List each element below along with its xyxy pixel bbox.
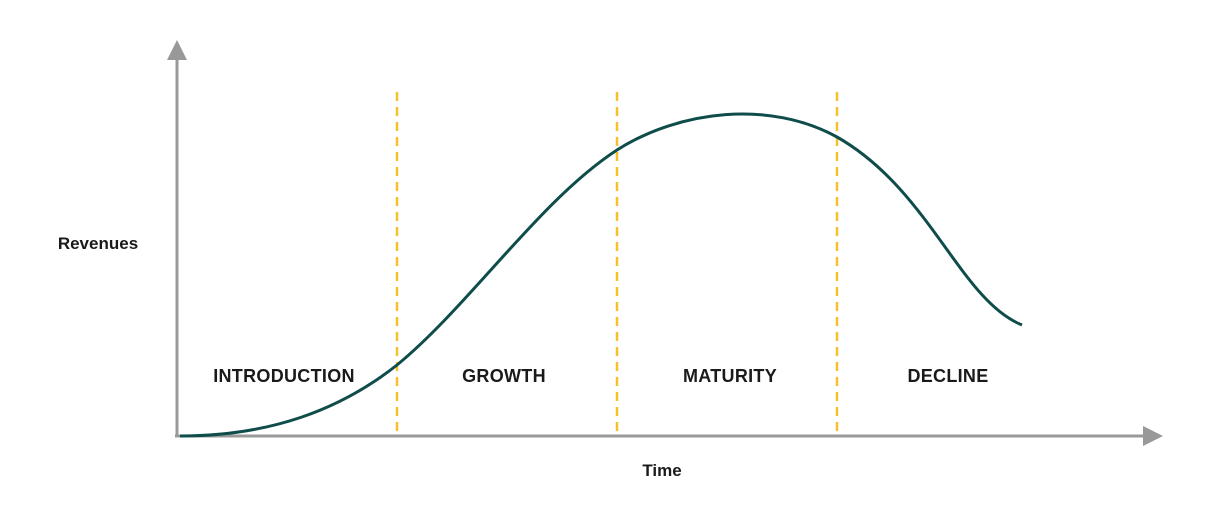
y-axis-label: Revenues: [58, 234, 138, 253]
stage-label-decline: DECLINE: [907, 366, 988, 386]
stage-label-growth: GROWTH: [462, 366, 546, 386]
x-axis-label: Time: [642, 461, 681, 480]
y-axis-arrowhead: [167, 40, 187, 60]
revenue-curve: [179, 112, 1023, 438]
stage-label-introduction: INTRODUCTION: [213, 366, 355, 386]
x-axis-arrowhead: [1143, 426, 1163, 446]
stage-label-maturity: MATURITY: [683, 366, 777, 386]
